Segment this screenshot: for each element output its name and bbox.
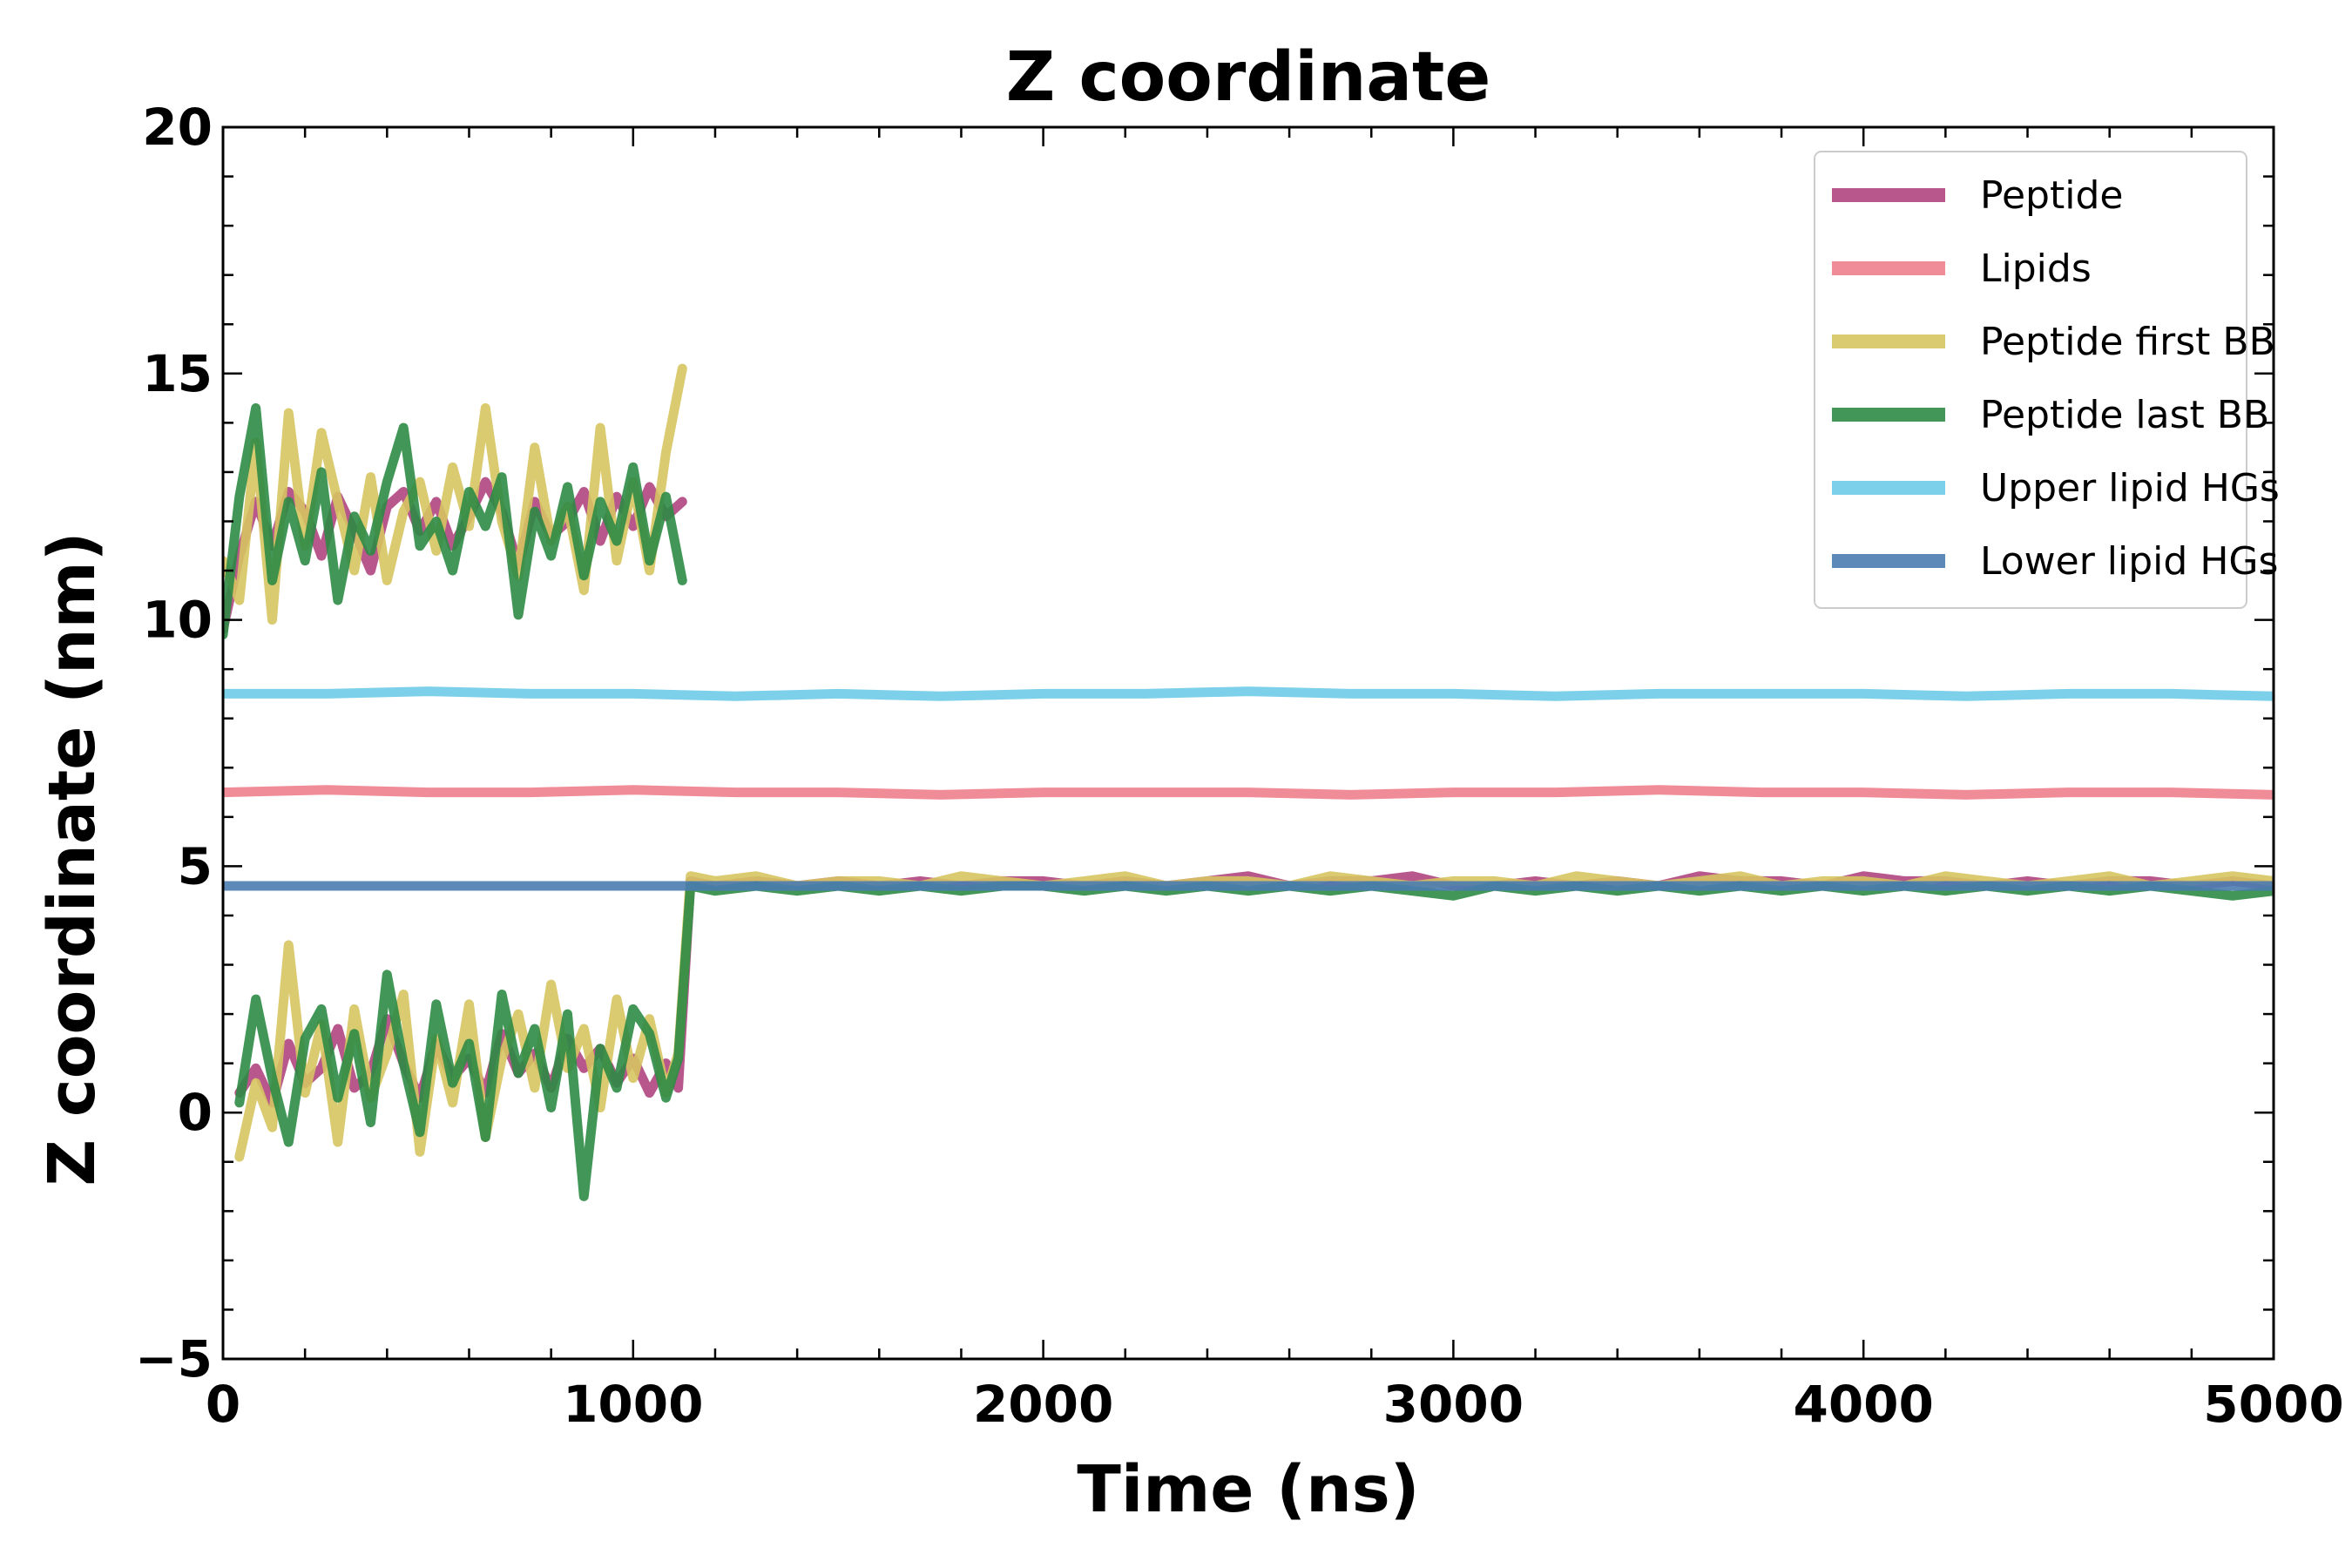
x-axis-label: Time (ns) [1077, 1452, 1419, 1527]
x-tick-label: 1000 [563, 1375, 703, 1434]
x-tick-label: 3000 [1383, 1375, 1524, 1434]
series-line-lipids [223, 785, 2274, 800]
legend-label: Lipids [1980, 247, 2092, 291]
y-tick-label: −5 [135, 1329, 213, 1389]
y-axis-label: Z coordinate (nm) [35, 531, 110, 1186]
y-tick-label: 5 [178, 836, 213, 896]
y-tick-label: 10 [142, 591, 213, 650]
x-tick-label: 5000 [2203, 1375, 2343, 1434]
y-tick-label: 15 [142, 344, 213, 403]
x-tick-label: 2000 [973, 1375, 1113, 1434]
series-line-peptide-last-bb [223, 402, 687, 640]
legend-label: Peptide last BB [1980, 393, 2269, 437]
x-tick-label: 0 [206, 1375, 240, 1434]
x-tick-label: 4000 [1793, 1375, 1933, 1434]
chart-title: Z coordinate [1006, 38, 1491, 117]
legend-label: Peptide first BB [1980, 320, 2275, 364]
plot-frame [221, 125, 2275, 1361]
series-line-upper-lipid-hgs [223, 686, 2274, 701]
legend-label: Peptide [1980, 173, 2123, 218]
legend-label: Lower lipid HGs [1980, 539, 2278, 584]
y-tick-label: 0 [178, 1083, 213, 1142]
series-line-peptide-first-bb [223, 363, 687, 625]
series-line-peptide-first-bb [234, 871, 2274, 1162]
y-tick-label: 20 [142, 98, 213, 157]
legend: Peptide Lipids Peptide first BB Peptide las… [1814, 151, 2280, 609]
legend-label: Upper lipid HGs [1980, 466, 2280, 510]
series-layer [223, 363, 2274, 1201]
